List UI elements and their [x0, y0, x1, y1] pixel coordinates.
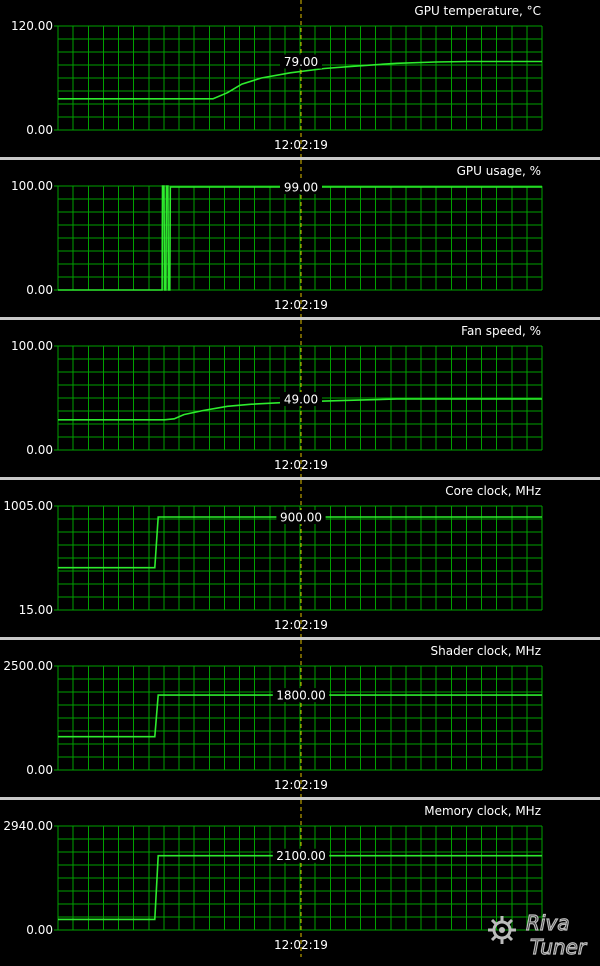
y-tick-label-min: 0.00: [26, 923, 53, 937]
y-tick-label-min: 15.00: [19, 603, 53, 617]
value-label-bg: [280, 180, 322, 195]
watermark-text-top: Riva: [526, 911, 570, 935]
graph-panel: 99.00 GPU usage, % 100.00 0.00 12:02:19: [0, 160, 600, 317]
value-label-bg: [272, 848, 330, 863]
current-value-label: 49.00: [284, 393, 318, 407]
time-label: 12:02:19: [274, 938, 328, 952]
current-value-label: 79.00: [284, 55, 318, 69]
y-tick-label-min: 0.00: [26, 283, 53, 297]
graph-panel: 900.00 Core clock, MHz 1005.00 15.00 12:02:1…: [0, 480, 600, 637]
series-line: [58, 185, 542, 291]
y-tick-label-max: 2940.00: [3, 819, 53, 833]
graph-title: GPU usage, %: [457, 164, 541, 178]
series-line: [58, 854, 542, 921]
gear-icon: [488, 916, 516, 944]
y-tick-label-min: 0.00: [26, 763, 53, 777]
graph-title: Shader clock, MHz: [431, 644, 541, 658]
time-label: 12:02:19: [274, 298, 328, 312]
series-line: [58, 398, 542, 421]
graph-title: Fan speed, %: [461, 324, 541, 338]
grid: [57, 185, 543, 291]
graph-svg: 79.00 GPU temperature, °C 120.00 0.00 12:02:…: [11, 0, 543, 157]
panel-separator: [0, 797, 600, 800]
current-value-label: 1800.00: [276, 689, 326, 703]
time-label: 12:02:19: [274, 458, 328, 472]
graph-svg: 2100.00 Memory clock, MHz 2940.00 0.00 12:02…: [3, 800, 543, 957]
value-label-bg: [280, 54, 322, 69]
grid: [57, 825, 543, 931]
time-label: 12:02:19: [274, 618, 328, 632]
time-label: 12:02:19: [274, 138, 328, 152]
series-line: [58, 60, 542, 100]
y-tick-label-min: 0.00: [26, 443, 53, 457]
series-line: [58, 694, 542, 738]
value-label-bg: [276, 510, 326, 525]
y-tick-label-max: 120.00: [11, 19, 53, 33]
panel-separator: [0, 637, 600, 640]
y-tick-label-max: 1005.00: [3, 499, 53, 513]
graph-title: Memory clock, MHz: [424, 804, 541, 818]
graph-panel: 2100.00 Memory clock, MHz 2940.00 0.00 12:02…: [0, 800, 600, 957]
graph-panel: 79.00 GPU temperature, °C 120.00 0.00 12:02:…: [0, 0, 600, 157]
grid: [57, 25, 543, 131]
graph-panel: 49.00 Fan speed, % 100.00 0.00 12:02:19: [0, 320, 600, 477]
time-label: 12:02:19: [274, 778, 328, 792]
graph-panel: 1800.00 Shader clock, MHz 2500.00 0.00 12:02…: [0, 640, 600, 797]
grid: [57, 665, 543, 771]
panel-separator: [0, 317, 600, 320]
watermark-svg: Riva Tuner: [488, 910, 588, 960]
grid: [57, 345, 543, 451]
value-label-bg: [272, 688, 330, 703]
watermark-text-bottom: Tuner: [530, 935, 588, 959]
y-tick-label-min: 0.00: [26, 123, 53, 137]
grid: [57, 505, 543, 611]
panel-separator: [0, 157, 600, 160]
y-tick-label-max: 100.00: [11, 339, 53, 353]
graph-svg: 1800.00 Shader clock, MHz 2500.00 0.00 12:02…: [3, 640, 543, 797]
graph-svg: 900.00 Core clock, MHz 1005.00 15.00 12:02:1…: [3, 480, 543, 637]
y-tick-label-max: 2500.00: [3, 659, 53, 673]
graph-svg: 49.00 Fan speed, % 100.00 0.00 12:02:19: [11, 320, 543, 477]
panel-separator: [0, 477, 600, 480]
watermark-logo: Riva Tuner: [484, 908, 600, 962]
graph-svg: 99.00 GPU usage, % 100.00 0.00 12:02:19: [11, 160, 543, 317]
current-value-label: 900.00: [280, 511, 322, 525]
value-label-bg: [280, 392, 322, 407]
current-value-label: 2100.00: [276, 849, 326, 863]
graph-title: GPU temperature, °C: [414, 4, 541, 18]
y-tick-label-max: 100.00: [11, 179, 53, 193]
current-value-label: 99.00: [284, 181, 318, 195]
series-line: [58, 516, 542, 569]
graph-title: Core clock, MHz: [445, 484, 541, 498]
